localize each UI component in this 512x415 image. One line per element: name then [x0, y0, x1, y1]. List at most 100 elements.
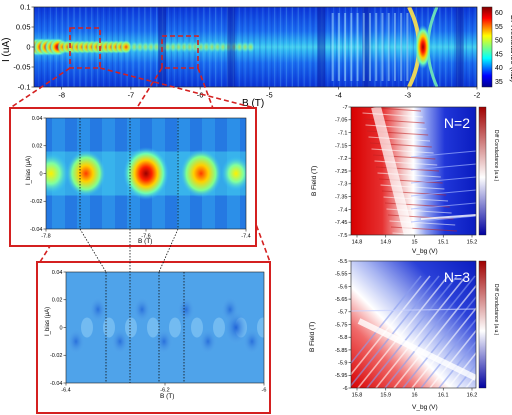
zoom2-selection-box [161, 35, 199, 69]
n2-step-line [420, 214, 476, 220]
main-ylabel: I (uA) [1, 38, 12, 62]
n3-stripe [411, 307, 476, 388]
main-oscillation-streak [392, 7, 394, 87]
main-x-tick-label: -4 [335, 91, 342, 100]
zoom2-oscillation-spot [224, 309, 248, 346]
main-light-streak [381, 13, 384, 81]
main-oscillation-streak [262, 7, 264, 87]
main-dark-band [455, 7, 464, 87]
n2-boundary [371, 107, 414, 235]
n3-panel: N=3 -5.5 -5.55 -5.6 -5.65 -5.7 -5.75 -5.8 -5.85… [309, 259, 499, 411]
main-y-tick-label: 0.05 [16, 23, 31, 32]
main-x-tick-label: -6 [197, 91, 204, 100]
main-oscillation-streak [300, 7, 302, 87]
zoom1-selection-box [69, 27, 101, 69]
main-oscillation-streak [344, 7, 347, 87]
main-oscillation-streak [309, 7, 311, 87]
main-light-streak [362, 13, 365, 81]
main-light-streak [400, 13, 403, 81]
main-oscillation-streak [359, 7, 361, 87]
zoom2-y-tick-label: 0.04 [52, 270, 63, 276]
main-oscillation-streak [321, 7, 323, 87]
n3-y-tick-label: -5.8 [338, 335, 347, 341]
main-oscillation-streak [288, 7, 291, 87]
zoom2-oscillation-spot [177, 296, 195, 323]
n3-y-tick-label: -5.6 [338, 284, 347, 290]
main-oscillation-streak [456, 7, 459, 87]
zoom2-oscillation-spot [67, 328, 85, 355]
main-oscillation-streak [271, 7, 273, 87]
zoom1-y-tick-label: 0.02 [32, 144, 43, 150]
main-oscillation-streak [453, 7, 456, 87]
n3-x-tick-label: 16.2 [467, 393, 478, 399]
main-oscillation-streak [268, 7, 270, 87]
main-oscillation-streak [279, 7, 282, 87]
main-oscillation-streak [291, 7, 293, 87]
n2-step-line [410, 202, 476, 210]
n3-y-tick-label: -5.85 [335, 348, 348, 354]
zoom1-x-tick-label: -7.4 [241, 234, 250, 240]
n2-x-tick-label: 15.1 [438, 240, 449, 246]
main-oscillation-streak [285, 7, 288, 87]
n3-stripe [429, 329, 476, 388]
n2-xlabel: V_bg (V) [412, 248, 438, 255]
n3-stripe [351, 275, 440, 387]
zoom2-oscillation-spot [213, 317, 225, 338]
main-oscillation-streak [406, 7, 409, 87]
zoom2-x-tick-label: -6 [262, 388, 267, 394]
main-oscillation-streak [276, 7, 279, 87]
n3-x-tick-label: 15.8 [352, 393, 363, 399]
main-oscillation-streak [474, 7, 476, 87]
n3-y-tick-label: -5.9 [338, 361, 347, 367]
n2-stripe [363, 118, 425, 124]
n2-step-line [410, 189, 476, 197]
main-colorbar-tick-label: 60 [495, 10, 503, 17]
main-resistance-peak [246, 41, 256, 53]
main-x-tick-label: -5 [266, 91, 273, 100]
main-dark-band [227, 7, 236, 87]
main-oscillation-streak [303, 7, 305, 87]
n2-y-tick-label: -7.1 [338, 131, 347, 137]
main-oscillation-streak [362, 7, 364, 87]
n3-boundary [357, 318, 476, 381]
main-oscillation-streak [377, 7, 379, 87]
n2-colorbar-label: Diff Conductance (a.u.) [493, 130, 499, 182]
n3-x-tick-label: 15.9 [380, 393, 391, 399]
n3-step-line [351, 308, 476, 312]
main-light-streak [375, 13, 378, 81]
main-y-tick-label: 0.1 [20, 3, 30, 12]
zoom1-resistance-peak [180, 149, 222, 198]
zoom1-resistance-peak [123, 147, 169, 200]
main-colorbar-label: Gr Resistance (kΩ) [509, 14, 512, 83]
zoom2-oscillation-spot [199, 328, 217, 355]
zoom2-y-tick-label: -0.02 [50, 353, 63, 359]
n3-y-tick-label: -5.75 [335, 322, 348, 328]
main-oscillation-streak [330, 7, 332, 87]
n3-stripe [384, 275, 476, 388]
zoom1-resistance-peak [66, 150, 106, 197]
main-x-tick-label: -3 [404, 91, 411, 100]
main-oscillation-streak [356, 7, 358, 87]
main-y-tick-label: -0.05 [13, 63, 30, 72]
zoom1-resistance-peak [46, 152, 69, 195]
main-oscillation-streak [412, 7, 414, 87]
alignment-line [79, 228, 107, 273]
zoom1-x-tick-label: -7.8 [41, 234, 50, 240]
n3-stripe [402, 295, 476, 388]
main-light-streak [393, 13, 396, 81]
main-oscillation-streak [297, 7, 299, 87]
main-oscillation-streak [274, 7, 276, 87]
main-light-streak [350, 13, 353, 81]
n3-y-tick-label: -5.65 [335, 297, 348, 303]
zoom1-ylabel: I_bias (μA) [26, 156, 32, 185]
main-oscillation-streak [468, 7, 470, 87]
zoom2-oscillation-spot [257, 317, 264, 338]
n2-step-line [410, 215, 476, 223]
n3-xlabel: V_bg (V) [412, 404, 438, 411]
main-x-tick-label: -8 [58, 91, 65, 100]
zoom1-y-tick-label: 0 [39, 171, 42, 177]
main-oscillation-streak [442, 7, 444, 87]
main-oscillation-streak [282, 7, 285, 87]
zoom2-oscillation-spot [125, 317, 137, 338]
connector-line [9, 67, 71, 109]
